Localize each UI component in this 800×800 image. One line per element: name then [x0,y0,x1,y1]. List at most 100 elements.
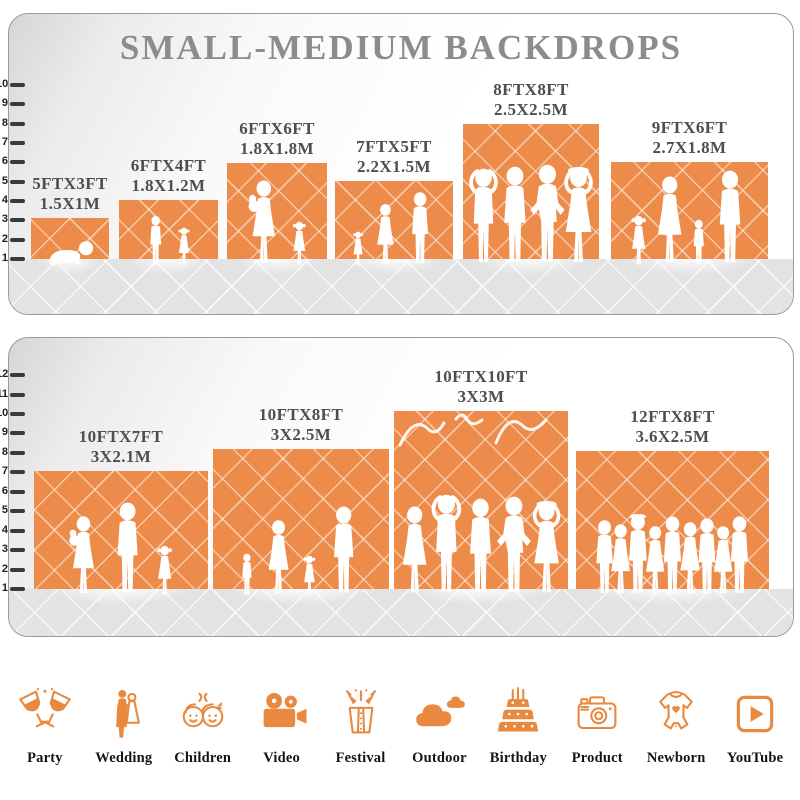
person-silhouette-woman [713,526,733,594]
ruler-number: 2 [1,562,8,575]
birthday-icon [498,687,539,732]
person-silhouette-manUp [468,168,498,262]
video-icon [263,693,307,728]
backdrop-rect-7ftx5ft [335,181,453,259]
figure-group-10ftx8ft [213,505,389,597]
category-label: Birthday [489,750,547,766]
category-children: Children [165,686,241,767]
person-silhouette-man [470,498,492,592]
person-silhouette-man [698,518,716,593]
backdrop-rect-6ftx4ft [119,200,218,259]
page-title: SMALL-MEDIUM BACKDROPS [119,28,683,67]
ruler-number: 7 [1,465,8,478]
person-silhouette-girl [353,231,364,266]
backdrop-label-5ftx3ft: 5FTX3FT 1.5X1M [1,174,139,214]
person-silhouette-girl [631,215,647,265]
ruler-number: 10 [0,78,9,91]
party-icon [19,687,71,728]
category-video: Video [244,686,320,767]
person-silhouette-man [663,516,681,593]
category-label: Video [263,750,300,766]
size-ft: 12FTX8FT [630,407,715,426]
person-silhouette-man [730,516,749,593]
ruler-tick [10,160,25,165]
person-silhouette-woman [657,176,682,263]
ruler-number: 3 [1,543,8,556]
ruler-tick [10,257,25,261]
figure-group-10ftx10ft [394,493,568,597]
size-m: 3.6X2.5M [635,427,710,447]
backdrop-label-10ftx10ft: 10FTX10FT 3X3M [364,367,598,407]
size-ft: 10FTX7FT [78,427,164,446]
person-silhouette-man [596,520,613,594]
figure-group-12ftx8ft [576,513,769,597]
panel-large: 12345678910111210FTX7FT3X2.1M10FTX8FT3X2… [0,337,794,637]
size-ft: 10FTX10FT [434,367,528,386]
backdrop-rect-6ftx6ft [227,163,327,259]
ruler-number: 4 [1,523,8,536]
ruler-tick [10,141,25,146]
ruler-number: 7 [1,136,8,149]
category-label: Children [174,750,232,766]
ruler-tick [10,450,25,455]
ruler-tick [10,567,25,572]
category-birthday: Birthday [480,686,556,767]
size-ft: 10FTX8FT [258,405,344,424]
person-silhouette-manHat [629,514,648,593]
ruler-tick [10,411,25,416]
category-label: Party [27,750,63,766]
ruler-tick [10,548,25,553]
category-outdoor: Outdoor [401,686,477,767]
ruler-number: 4 [1,194,8,206]
ruler-number: 5 [1,174,8,187]
figure-reflection [213,587,389,613]
person-silhouette-man [334,506,354,593]
ruler-tick [10,392,25,397]
category-youtube: YouTube [717,686,793,767]
backdrop-label-7ftx5ft: 7FTX5FT 2.2X1.5M [305,137,483,177]
ruler-tick [10,237,25,242]
newborn-icon [659,691,693,730]
size-ft: 8FTX8FT [493,80,569,99]
person-silhouette-womanBaby [69,516,95,593]
figure-reflection [119,257,218,283]
person-silhouette-man [412,192,429,264]
ruler-tick [10,83,25,88]
person-silhouette-man [719,170,740,263]
category-label: Wedding [95,750,153,766]
backdrop-rect-5ftx3ft [31,218,109,259]
person-silhouette-manHips [497,496,531,592]
person-silhouette-woman [268,520,289,594]
backdrop-rect-10ftx8ft [213,449,389,589]
size-m: 1.8X1.8M [239,139,315,159]
backdrop-label-9ftx6ft: 9FTX6FT 2.7X1.8M [581,118,798,158]
ruler-number: 11 [0,387,8,400]
ruler-tick [10,373,25,378]
ruler-number: 12 [0,368,9,381]
size-ft: 7FTX5FT [356,137,432,156]
size-m: 3X2.1M [90,447,152,467]
ruler-number: 9 [1,426,8,439]
person-silhouette-girl [293,221,307,265]
ruler-tick [10,121,25,126]
ruler-tick [10,528,25,533]
person-silhouette-manHips [529,164,565,262]
category-label: YouTube [726,750,784,766]
size-ft: 6FTX4FT [130,156,207,175]
category-party: Party [7,686,83,767]
ruler-number: 1 [1,582,8,594]
category-festival: Festival [323,686,399,767]
ruler-number: 10 [0,406,9,419]
person-silhouette-womanHat [564,167,594,262]
person-silhouette-woman [646,526,665,594]
person-silhouette-woman [376,204,394,264]
panel-small-medium: SMALL-MEDIUM BACKDROPS 1 2 3 4 5 6 7 8 9 10 5FTX3F… [0,13,794,315]
ruler-tick [10,199,25,203]
backdrop-label-10ftx7ft: 10FTX7FT 3X2.1M [4,427,238,467]
figure-reflection [227,257,327,283]
category-product: Product [559,686,635,767]
ruler-tick [10,179,25,184]
ruler-tick [10,431,25,436]
ruler-number: 8 [1,445,8,458]
